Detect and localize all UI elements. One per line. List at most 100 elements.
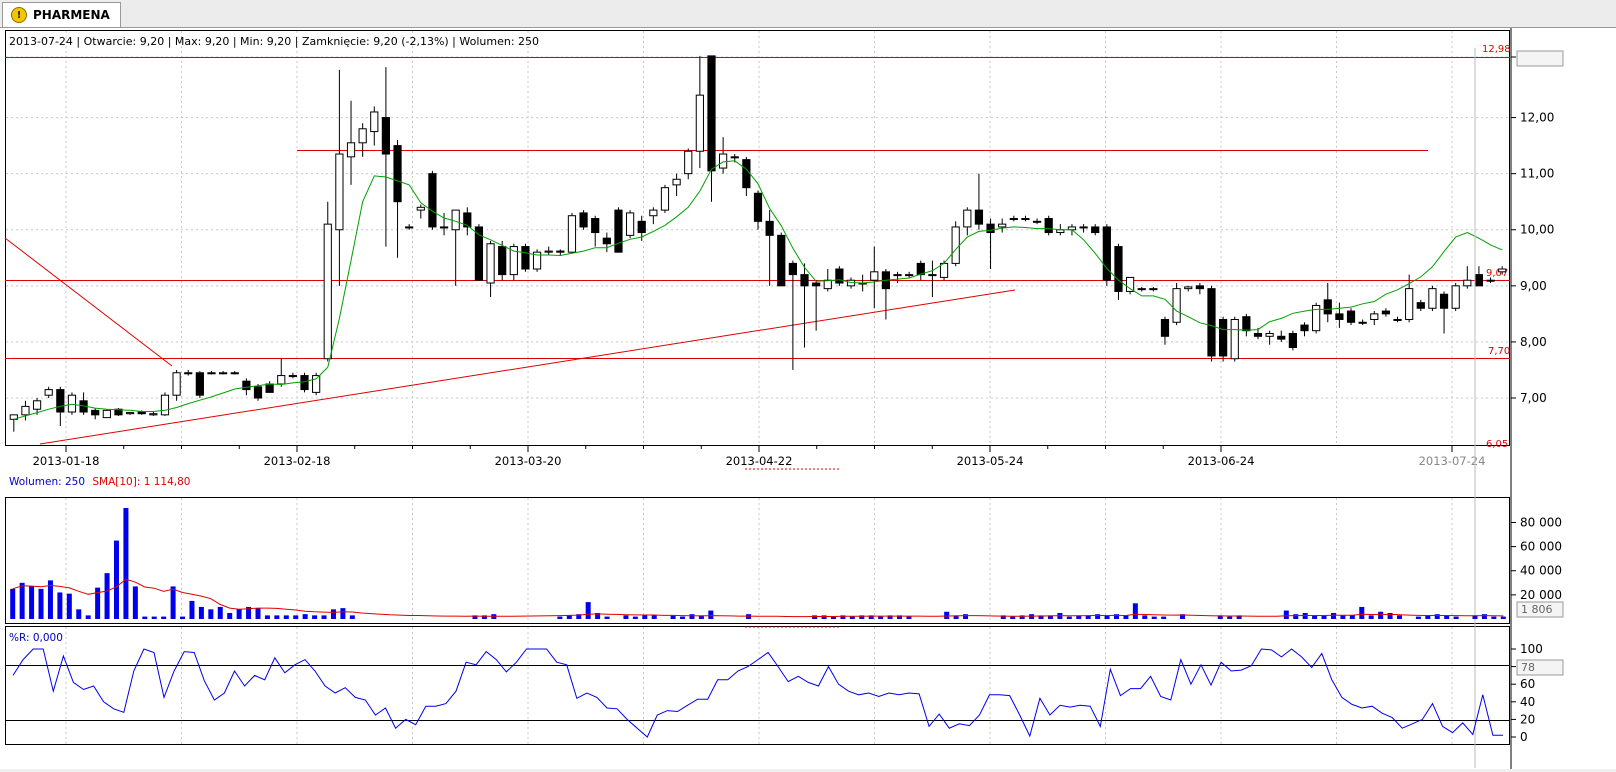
candle-body (32, 400, 42, 410)
price-tick-label: 7,00 (1520, 391, 1547, 405)
x-tick-label: 2013-05-24 (957, 454, 1024, 468)
volume-bar (1434, 614, 1440, 619)
volume-bar (670, 615, 676, 619)
candle-body (416, 206, 425, 211)
candle-body (1114, 246, 1123, 292)
volume-bar (29, 586, 35, 619)
volume-bar (349, 615, 355, 619)
candle-body (1219, 318, 1228, 357)
candle-body (1346, 310, 1356, 323)
volume-tick-label: 80 000 (1520, 515, 1562, 529)
candle-body (125, 412, 135, 415)
volume-bar (1095, 614, 1101, 619)
candle-body (1381, 310, 1391, 315)
volume-sma-line (12, 578, 1504, 618)
candle-body (21, 405, 30, 416)
volume-bar (557, 616, 563, 619)
volume-bar (340, 608, 346, 619)
volume-bar (227, 612, 233, 619)
volume-bar (1472, 615, 1478, 619)
wr-tick-label: 20 (1520, 712, 1535, 726)
candle-body (463, 212, 472, 228)
volume-bar (1217, 615, 1223, 619)
volume-bar (812, 615, 818, 619)
volume-bar (1368, 615, 1374, 619)
candle-body (1300, 324, 1309, 332)
tab-pharmena[interactable]: ! PHARMENA (2, 2, 121, 27)
candle-body (474, 226, 484, 281)
candle-body (1439, 293, 1449, 309)
candle-body (1079, 226, 1088, 229)
volume-bar (85, 615, 91, 619)
wr-tick-label: 60 (1520, 677, 1535, 691)
volume-bar (1151, 616, 1157, 619)
candle-body (835, 268, 844, 284)
volume-bar (180, 616, 186, 619)
info-close: Zamknięcie: 9,20 (-2,13%) (302, 35, 449, 48)
info-bar: 2013-07-24 | Otwarcie: 9,20 | Max: 9,20 … (9, 35, 539, 48)
candle-body (625, 212, 635, 236)
volume-tick-label: 20 000 (1520, 588, 1562, 602)
price-tick-label: 12,00 (1520, 111, 1554, 125)
hline-top-label: 12,98 (1482, 44, 1511, 55)
candle-body (230, 372, 239, 375)
x-axis: 2013-01-18 2013-02-18 2013-03-20 2013-04-22… (33, 446, 1485, 468)
volume-bar (95, 587, 101, 619)
candle-body (951, 226, 960, 264)
candle-body (358, 128, 367, 144)
info-date: 2013-07-24 (9, 35, 73, 48)
candle-body (253, 386, 263, 399)
candle-body (91, 409, 100, 416)
volume-bar (198, 606, 204, 619)
volume-bar (1104, 615, 1110, 619)
hline-bottom-label: 6,05 (1486, 439, 1508, 450)
candle-body (1021, 218, 1030, 221)
volume-bar (708, 610, 714, 619)
volume-bar (906, 616, 912, 619)
candle-body (1463, 279, 1472, 287)
candle-body (1230, 318, 1239, 360)
volume-bar (1349, 615, 1355, 619)
price-tick-label: 11,00 (1520, 167, 1554, 181)
candle-body (556, 250, 565, 253)
stock-chart[interactable]: 2013-07-24 | Otwarcie: 9,20 | Max: 9,20 … (0, 28, 1616, 769)
candle-body (1428, 288, 1437, 309)
candle-body (1032, 220, 1042, 223)
volume-bar (1113, 614, 1119, 619)
candle-body (1288, 333, 1297, 349)
info-max: Max: 9,20 (175, 35, 229, 48)
volume-bar (1283, 610, 1289, 619)
candle-body (1160, 318, 1170, 337)
volume-bar (57, 592, 63, 619)
volume-bar (19, 582, 25, 619)
volume-bar (1019, 615, 1025, 619)
candle-body (614, 209, 623, 253)
volume-last-value: 1 806 (1521, 603, 1553, 616)
candle-body (1474, 274, 1484, 287)
volume-bar (132, 586, 138, 619)
last-price-box (1516, 50, 1564, 67)
candle-body (800, 274, 809, 287)
volume-bar (576, 614, 582, 619)
candle-body (637, 220, 646, 234)
volume-bar (1340, 615, 1346, 619)
volume-bar (1500, 616, 1506, 619)
volume-bar (680, 616, 686, 619)
candle-body (1370, 313, 1379, 320)
volume-axis: 80 000 60 000 40 000 20 000 (1511, 515, 1562, 602)
grid (6, 31, 1509, 744)
candle-body (44, 389, 53, 396)
volume-tick-label: 40 000 (1520, 564, 1562, 578)
volume-bar (963, 614, 969, 619)
chart-area[interactable]: 2013-07-24 | Otwarcie: 9,20 | Max: 9,20 … (0, 28, 1616, 769)
candle-body (335, 153, 344, 231)
tab-label: PHARMENA (33, 8, 110, 22)
candle-body (346, 142, 356, 158)
volume-bar (1312, 615, 1318, 619)
candle-body (102, 409, 111, 419)
volume-bar (264, 615, 270, 619)
volume-bars (10, 508, 1506, 619)
candle-body (893, 274, 902, 277)
volume-bar (887, 615, 893, 619)
volume-bar (566, 615, 572, 619)
